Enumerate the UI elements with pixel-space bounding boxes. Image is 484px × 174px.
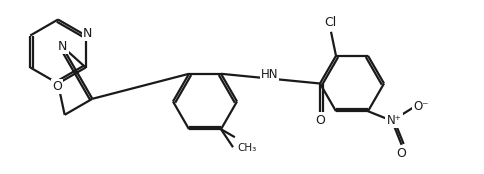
Text: O⁻: O⁻ xyxy=(413,100,429,113)
Text: Cl: Cl xyxy=(324,16,336,29)
Text: N: N xyxy=(58,40,68,53)
Text: N⁺: N⁺ xyxy=(387,114,401,127)
Text: O: O xyxy=(397,147,407,160)
Text: N: N xyxy=(83,27,92,40)
Text: CH₃: CH₃ xyxy=(237,143,256,153)
Text: O: O xyxy=(315,114,325,127)
Text: HN: HN xyxy=(261,68,278,81)
Text: O: O xyxy=(52,80,62,93)
